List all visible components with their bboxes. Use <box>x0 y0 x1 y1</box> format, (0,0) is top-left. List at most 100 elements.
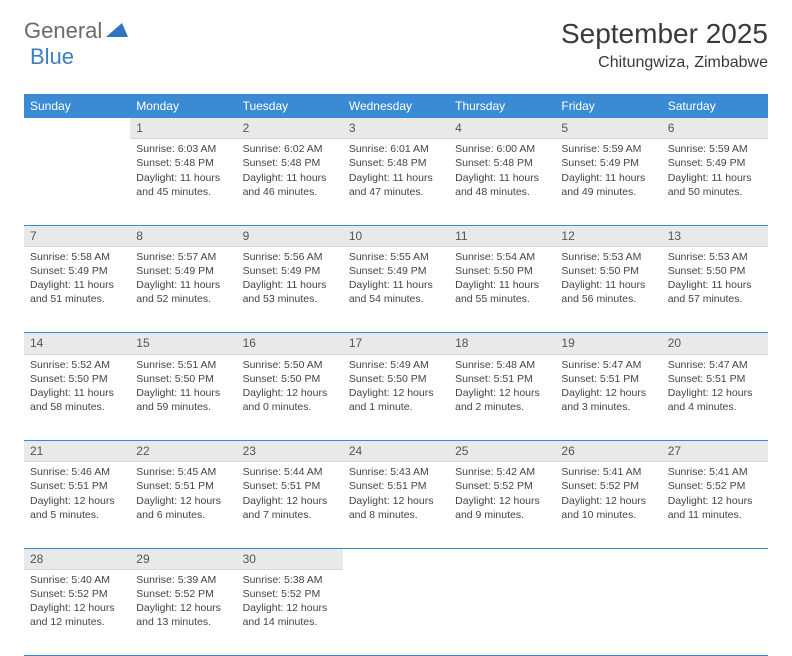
brand-logo: General <box>24 18 130 44</box>
sunrise-line: Sunrise: 5:59 AM <box>561 143 641 155</box>
day-number: 29 <box>130 549 236 570</box>
day-cell-body: Sunrise: 5:48 AM Sunset: 5:51 PM Daylight:… <box>449 355 555 421</box>
daylight-line: Daylight: 11 hours and 47 minutes. <box>349 172 433 198</box>
day-number: 17 <box>343 333 449 354</box>
daylight-line: Daylight: 12 hours and 12 minutes. <box>30 602 115 628</box>
day-cell: Sunrise: 5:47 AMSunset: 5:51 PMDaylight:… <box>555 355 661 441</box>
sunrise-line: Sunrise: 5:44 AM <box>243 466 323 478</box>
sunset-line: Sunset: 5:49 PM <box>136 265 214 277</box>
day-cell: Sunrise: 5:39 AMSunset: 5:52 PMDaylight:… <box>130 570 236 656</box>
day-number: 21 <box>24 441 130 462</box>
day-cell-body: Sunrise: 5:53 AMSunset: 5:50 PMDaylight:… <box>662 247 768 313</box>
sunset-line: Sunset: 5:51 PM <box>668 373 746 385</box>
sunrise-line: Sunrise: 5:55 AM <box>349 251 429 263</box>
day-number <box>449 549 555 553</box>
day-cell: Sunrise: 6:02 AMSunset: 5:48 PMDaylight:… <box>237 139 343 225</box>
daylight-line: Daylight: 11 hours and 45 minutes. <box>136 172 220 198</box>
day-cell-body: Sunrise: 5:52 AMSunset: 5:50 PMDaylight:… <box>24 355 130 421</box>
day-cell-body: Sunrise: 5:45 AMSunset: 5:51 PMDaylight:… <box>130 462 236 528</box>
daylight-line: Daylight: 11 hours and 52 minutes. <box>136 279 220 305</box>
sunset-line: Sunset: 5:52 PM <box>455 480 533 492</box>
day-number <box>343 549 449 553</box>
sunrise-line: Sunrise: 5:52 AM <box>30 359 110 371</box>
sunrise-line: Sunrise: 5:47 AM <box>561 359 641 371</box>
day-cell: Sunrise: 5:56 AMSunset: 5:49 PMDaylight:… <box>237 247 343 333</box>
week-row: Sunrise: 5:52 AM Sunset: 5:50 PM Daylight:… <box>24 355 768 441</box>
day-header-row: SundayMondayTuesdayWednesdayThursdayFrid… <box>24 94 768 118</box>
day-number: 15 <box>130 333 236 354</box>
sunrise-line: Sunrise: 5:50 AM <box>243 359 323 371</box>
week-row: Sunrise: 5:58 AMSunset: 5:49 PMDaylight:… <box>24 247 768 333</box>
day-header: Sunday <box>24 94 130 118</box>
daylight-line: Daylight: 12 hours and 2 minutes. <box>455 387 540 413</box>
sunset-line: Sunset: 5:50 PM <box>243 373 321 385</box>
daylight-line: Daylight: 11 hours and 58 minutes. <box>30 387 114 413</box>
daylight-line: Daylight: 12 hours and 11 minutes. <box>668 495 753 521</box>
day-cell: Sunrise: 5:53 AMSunset: 5:50 PMDaylight:… <box>555 247 661 333</box>
day-cell: Sunrise: 5:52 AMSunset: 5:50 PMDaylight:… <box>24 355 130 441</box>
sunset-line: Sunset: 5:48 PM <box>349 157 427 169</box>
day-cell-body: Sunrise: 5:50 AMSunset: 5:50 PMDaylight:… <box>237 355 343 421</box>
day-number: 5 <box>555 118 661 139</box>
day-cell: Sunrise: 5:42 AMSunset: 5:52 PMDaylight:… <box>449 462 555 548</box>
day-cell-body: Sunrise: 6:00 AMSunset: 5:48 PMDaylight:… <box>449 139 555 205</box>
day-header: Tuesday <box>237 94 343 118</box>
day-number: 2 <box>237 118 343 139</box>
day-cell <box>662 570 768 656</box>
day-number-row: 21222324252627 <box>24 441 768 462</box>
sunrise-line: Sunrise: 5:54 AM <box>455 251 535 263</box>
day-number: 28 <box>24 549 130 570</box>
week-row: Sunrise: 5:40 AMSunset: 5:52 PMDaylight:… <box>24 570 768 656</box>
day-number: 20 <box>662 333 768 354</box>
daylight-line: Daylight: 11 hours and 56 minutes. <box>561 279 645 305</box>
day-number: 11 <box>449 226 555 247</box>
day-cell: Sunrise: 5:41 AMSunset: 5:52 PMDaylight:… <box>662 462 768 548</box>
sunset-line: Sunset: 5:51 PM <box>136 480 214 492</box>
day-number: 14 <box>24 333 130 354</box>
day-cell-body: Sunrise: 5:44 AMSunset: 5:51 PMDaylight:… <box>237 462 343 528</box>
daylight-line: Daylight: 12 hours and 1 minute. <box>349 387 434 413</box>
sunset-line: Sunset: 5:52 PM <box>243 588 321 600</box>
sunset-line: Sunset: 5:52 PM <box>136 588 214 600</box>
sunrise-line: Sunrise: 5:53 AM <box>668 251 748 263</box>
day-header: Saturday <box>662 94 768 118</box>
day-cell-body: Sunrise: 5:51 AMSunset: 5:50 PMDaylight:… <box>130 355 236 421</box>
sunset-line: Sunset: 5:52 PM <box>668 480 746 492</box>
daylight-line: Daylight: 11 hours and 50 minutes. <box>668 172 752 198</box>
day-cell-body: Sunrise: 5:57 AMSunset: 5:49 PMDaylight:… <box>130 247 236 313</box>
sunrise-line: Sunrise: 5:46 AM <box>30 466 110 478</box>
day-cell-body: Sunrise: 6:01 AM Sunset: 5:48 PM Daylight:… <box>343 139 449 205</box>
sunset-line: Sunset: 5:52 PM <box>561 480 639 492</box>
day-number: 7 <box>24 226 130 247</box>
day-cell: Sunrise: 5:54 AMSunset: 5:50 PMDaylight:… <box>449 247 555 333</box>
day-number: 8 <box>130 226 236 247</box>
sunset-line: Sunset: 5:49 PM <box>243 265 321 277</box>
sunrise-line: Sunrise: 6:01 AM <box>349 143 429 155</box>
day-number: 22 <box>130 441 236 462</box>
sunset-line: Sunset: 5:51 PM <box>455 373 533 385</box>
day-number <box>662 549 768 553</box>
day-cell: Sunrise: 5:41 AMSunset: 5:52 PMDaylight:… <box>555 462 661 548</box>
day-number-row: 78910111213 <box>24 226 768 247</box>
day-header: Monday <box>130 94 236 118</box>
brand-text-2: Blue <box>30 44 74 69</box>
sunrise-line: Sunrise: 5:38 AM <box>243 574 323 586</box>
sunrise-line: Sunrise: 5:48 AM <box>455 359 535 371</box>
daylight-line: Daylight: 11 hours and 48 minutes. <box>455 172 539 198</box>
sunset-line: Sunset: 5:50 PM <box>668 265 746 277</box>
sunset-line: Sunset: 5:49 PM <box>30 265 108 277</box>
day-cell-body: Sunrise: 5:59 AMSunset: 5:49 PMDaylight:… <box>555 139 661 205</box>
day-cell: Sunrise: 5:47 AMSunset: 5:51 PMDaylight:… <box>662 355 768 441</box>
day-cell-body: Sunrise: 5:47 AMSunset: 5:51 PMDaylight:… <box>555 355 661 421</box>
day-number: 1 <box>130 118 236 139</box>
sunrise-line: Sunrise: 5:43 AM <box>349 466 429 478</box>
day-cell: Sunrise: 5:57 AMSunset: 5:49 PMDaylight:… <box>130 247 236 333</box>
day-cell <box>449 570 555 656</box>
daylight-line: Daylight: 11 hours and 46 minutes. <box>243 172 327 198</box>
sunrise-line: Sunrise: 6:03 AM <box>136 143 216 155</box>
daylight-line: Daylight: 12 hours and 5 minutes. <box>30 495 115 521</box>
day-cell: Sunrise: 5:38 AMSunset: 5:52 PMDaylight:… <box>237 570 343 656</box>
daylight-line: Daylight: 12 hours and 3 minutes. <box>561 387 646 413</box>
daylight-line: Daylight: 12 hours and 8 minutes. <box>349 495 434 521</box>
sunrise-line: Sunrise: 5:39 AM <box>136 574 216 586</box>
